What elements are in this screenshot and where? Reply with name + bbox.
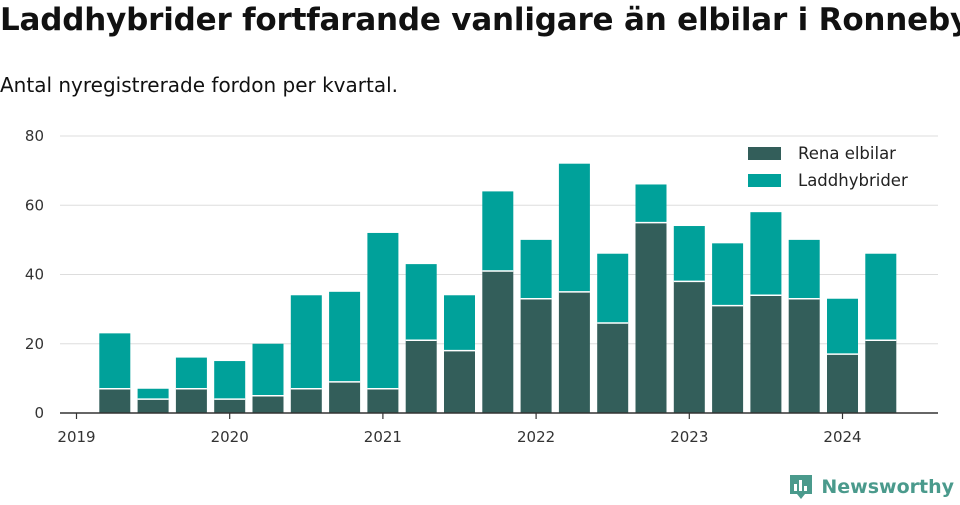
legend-label: Laddhybrider — [798, 171, 908, 190]
bar-rena-elbilar — [329, 381, 361, 413]
bar-rena-elbilar — [673, 281, 705, 413]
bar-laddhybrider — [482, 191, 514, 272]
bar-rena-elbilar — [482, 271, 514, 413]
y-tick-label: 0 — [34, 404, 44, 422]
bar-rena-elbilar — [99, 388, 131, 413]
x-tick-label: 2020 — [211, 428, 249, 446]
newsworthy-logo-icon — [790, 475, 813, 499]
legend-swatch — [748, 147, 781, 160]
bar-rena-elbilar — [712, 305, 744, 413]
bar-rena-elbilar — [214, 399, 246, 413]
newsworthy-brand: Newsworthy — [788, 473, 954, 501]
y-tick-label: 60 — [25, 196, 44, 214]
bar-laddhybrider — [597, 253, 629, 323]
bar-laddhybrider — [329, 291, 361, 382]
brand-name: Newsworthy — [821, 476, 954, 498]
bar-rena-elbilar — [865, 340, 897, 413]
bar-rena-elbilar — [597, 322, 629, 413]
bar-laddhybrider — [635, 184, 667, 223]
bar-rena-elbilar — [635, 222, 667, 413]
bar-rena-elbilar — [290, 388, 322, 413]
bar-laddhybrider — [558, 163, 590, 292]
bar-laddhybrider — [444, 295, 475, 351]
bar-rena-elbilar — [137, 399, 169, 413]
bar-laddhybrider — [673, 226, 705, 282]
bar-rena-elbilar — [788, 298, 820, 413]
bar-rena-elbilar — [175, 388, 207, 413]
bar-rena-elbilar — [558, 291, 590, 413]
bar-laddhybrider — [788, 239, 820, 299]
bar-rena-elbilar — [827, 354, 858, 413]
x-tick-label: 2021 — [364, 428, 402, 446]
x-tick-label: 2024 — [823, 428, 861, 446]
bar-laddhybrider — [290, 295, 322, 389]
y-tick-label: 40 — [25, 266, 44, 284]
bar-laddhybrider — [827, 298, 858, 355]
bar-rena-elbilar — [367, 388, 399, 413]
y-tick-label: 20 — [25, 335, 44, 353]
legend-label: Rena elbilar — [798, 144, 896, 163]
bar-laddhybrider — [214, 361, 246, 400]
x-tick-label: 2023 — [670, 428, 708, 446]
bar-laddhybrider — [367, 232, 399, 389]
bar-laddhybrider — [750, 212, 782, 296]
bar-laddhybrider — [712, 243, 744, 306]
stacked-bar-chart: 0 20 40 60 80 2019 2020 2021 2022 2023 2024 Rena e… — [25, 127, 938, 446]
bar-laddhybrider — [520, 239, 552, 299]
bars — [99, 163, 897, 413]
chart-subtitle: Antal nyregistrerade fordon per kvartal. — [0, 73, 399, 97]
bar-rena-elbilar — [444, 350, 475, 413]
bar-rena-elbilar — [520, 298, 552, 413]
axes: 0 20 40 60 80 2019 2020 2021 2022 2023 2024 — [25, 127, 938, 446]
x-tick-label: 2019 — [57, 428, 95, 446]
bar-laddhybrider — [405, 264, 437, 341]
bar-laddhybrider — [252, 343, 284, 396]
x-tick-label: 2022 — [517, 428, 555, 446]
bar-laddhybrider — [99, 333, 131, 389]
y-tick-label: 80 — [25, 127, 44, 145]
bar-laddhybrider — [865, 253, 897, 341]
chart-title: Laddhybrider fortfarande vanligare än el… — [0, 2, 960, 38]
bar-laddhybrider — [137, 388, 169, 400]
legend: Rena elbilar Laddhybrider — [748, 144, 908, 190]
legend-swatch — [748, 174, 781, 187]
bar-laddhybrider — [175, 357, 207, 389]
bar-rena-elbilar — [750, 295, 782, 413]
bar-rena-elbilar — [252, 395, 284, 413]
bar-rena-elbilar — [405, 340, 437, 413]
